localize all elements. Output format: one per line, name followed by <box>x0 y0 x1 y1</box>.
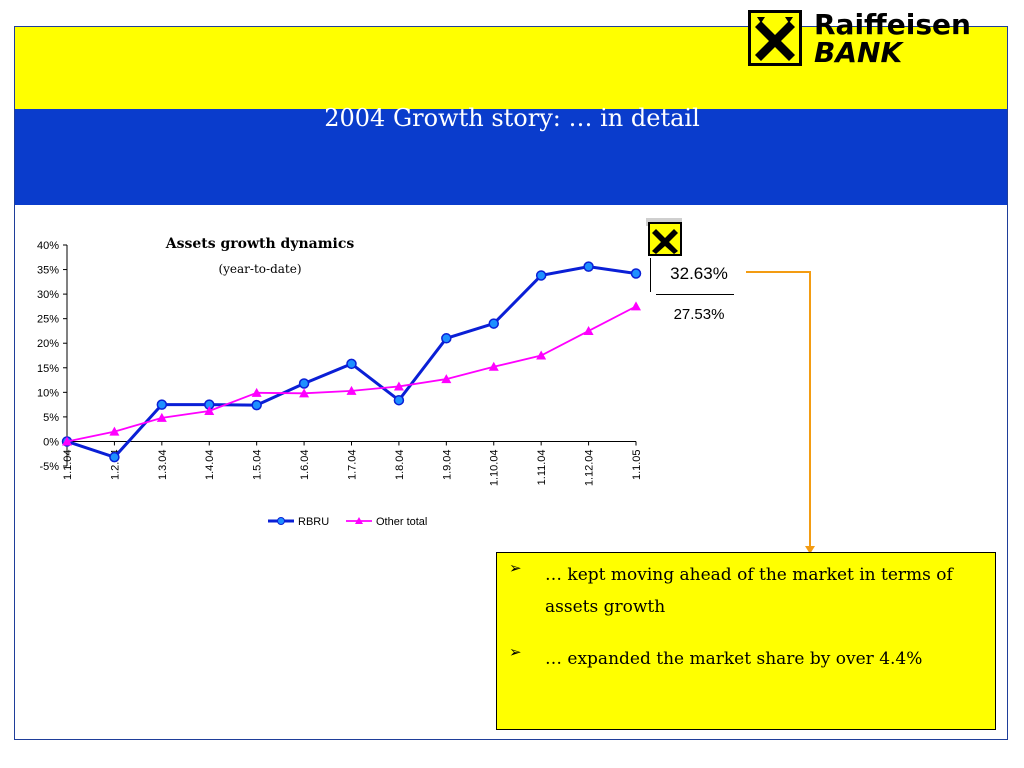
chart-title: Assets growth dynamics <box>165 236 355 252</box>
slide-title: 2004 Growth story: … in detail <box>324 104 700 132</box>
chart-subtitle: (year-to-date) <box>218 262 302 276</box>
arrow-bullet-icon: ➢ <box>509 643 522 661</box>
raiffeisen-logo: Raiffeisen BANK <box>748 8 980 74</box>
rbru-final-value: 32.63% <box>670 264 728 283</box>
title-band <box>15 109 1007 205</box>
value-divider <box>656 294 734 295</box>
logo-text-line1: Raiffeisen <box>814 8 971 41</box>
callout-text-2: … expanded the market share by over 4.4% <box>545 649 923 669</box>
header-band <box>15 27 1007 109</box>
callout-text-1: … kept moving ahead of the market in ter… <box>545 565 953 617</box>
logo-text-line2: BANK <box>814 36 903 69</box>
callout-box: ➢ … kept moving ahead of the market in t… <box>496 552 996 730</box>
other-final-value: 27.53% <box>673 306 725 323</box>
raiffeisen-flag-icon <box>648 222 682 256</box>
crossed-gables-icon <box>748 10 802 66</box>
arrow-bullet-icon: ➢ <box>509 559 522 577</box>
value-bracket <box>650 258 651 292</box>
